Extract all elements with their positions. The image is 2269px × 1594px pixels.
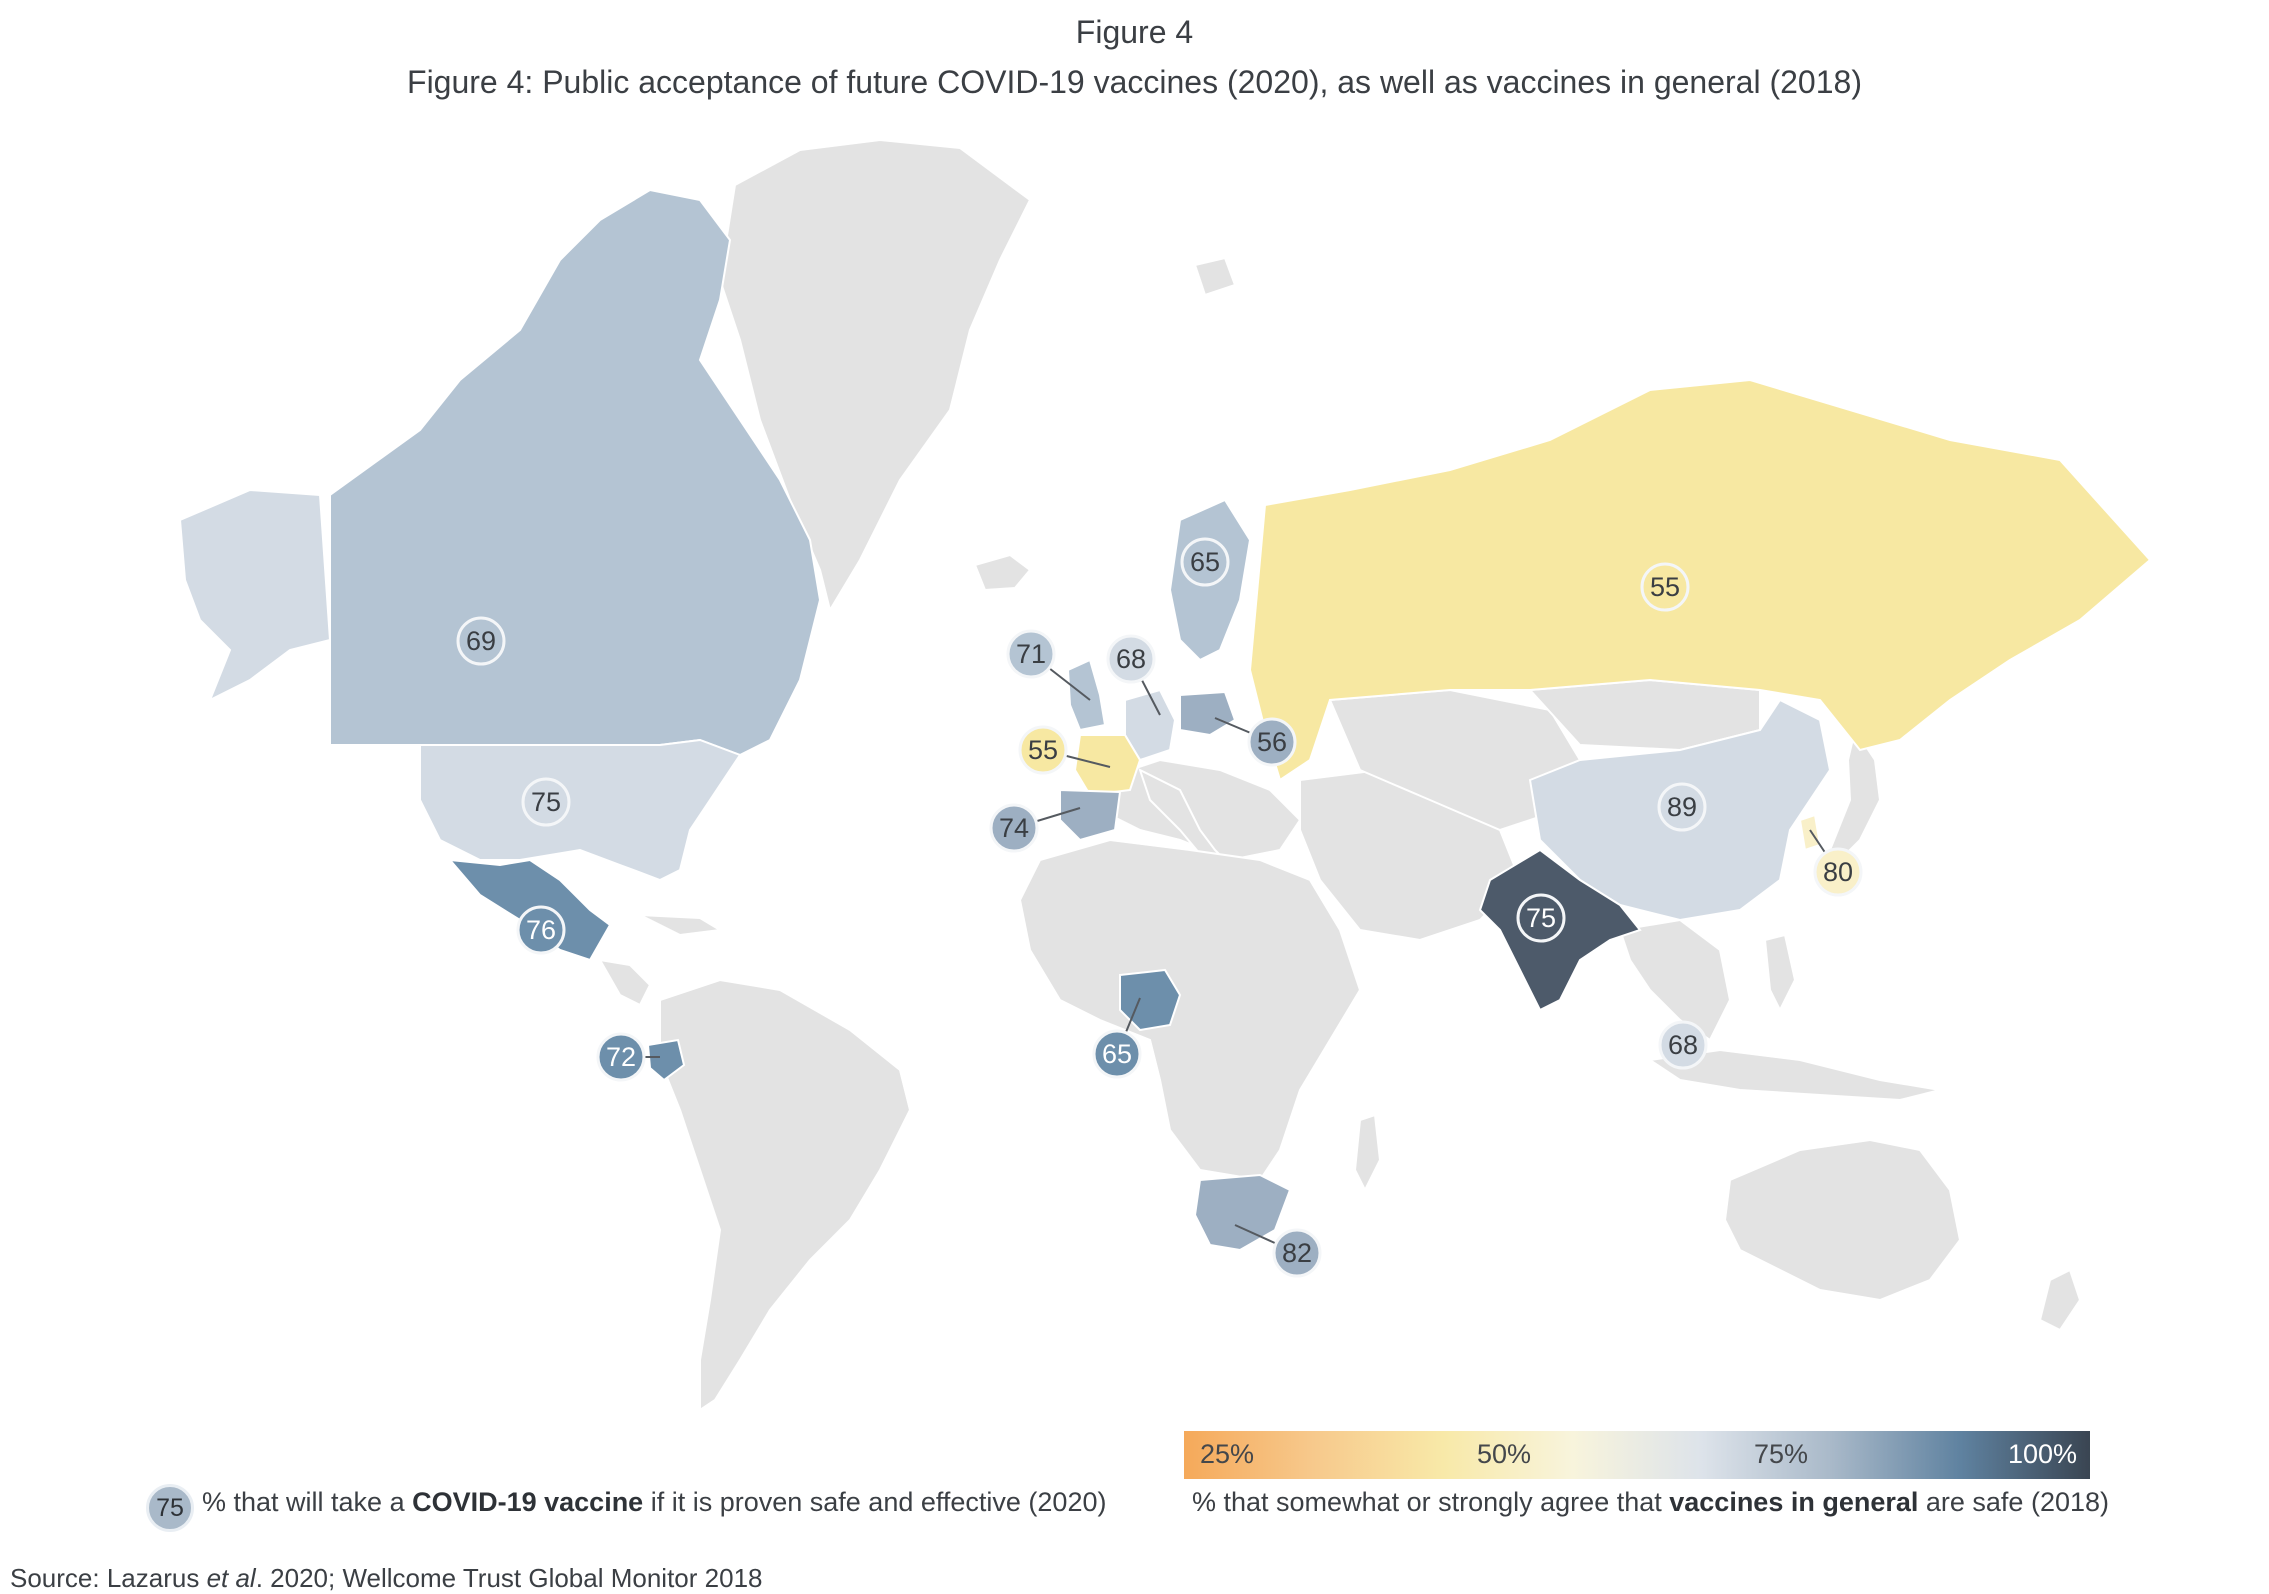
russia-bubble: 55 (1640, 562, 1690, 612)
singapore-value-label: 68 (1668, 1030, 1698, 1060)
united-kingdom-value-label: 71 (1016, 639, 1046, 669)
germany-bubble-circle (1106, 634, 1156, 684)
scale-tick-25: 25% (1200, 1439, 1255, 1469)
figure-title: Figure 4: Public acceptance of future CO… (407, 64, 1862, 100)
safety-color-scale (1184, 1431, 2090, 1479)
scale-tick-100: 100% (2008, 1439, 2078, 1469)
south-korea-shape (1798, 813, 1822, 852)
south-africa-bubble-circle (1272, 1228, 1322, 1278)
usa-shape (419, 738, 742, 882)
africa-shape (1018, 838, 1362, 1182)
south-korea-value-label: 80 (1823, 857, 1853, 887)
nigeria-shape (1119, 968, 1182, 1032)
germany-value-label: 68 (1116, 644, 1146, 674)
singapore-bubble: 68 (1658, 1020, 1708, 1070)
poland-value-label: 56 (1257, 727, 1287, 757)
france-value-label: 55 (1028, 735, 1058, 765)
south-africa-bubble: 82 (1272, 1228, 1322, 1278)
china-value-label: 89 (1667, 792, 1697, 822)
southeast-asia-shape (1618, 918, 1732, 1042)
sweden-bubble-circle (1180, 537, 1230, 587)
scale-tick-75: 75% (1754, 1439, 1809, 1469)
mexico-bubble-circle (516, 905, 566, 955)
mexico-bubble: 76 (516, 905, 566, 955)
figure-label: Figure 4 (1075, 14, 1194, 50)
poland-shape (1179, 690, 1237, 737)
scale-caption: % that somewhat or strongly agree that v… (1192, 1487, 2109, 1517)
iceland-shape (973, 553, 1032, 592)
india-value-label: 75 (1526, 903, 1556, 933)
no-data-landmasses (598, 138, 2082, 1412)
south-africa-value-label: 82 (1282, 1238, 1312, 1268)
united-states-bubble-circle (521, 777, 571, 827)
france-bubble: 55 (1018, 725, 1068, 775)
ecuador-bubble: 72 (596, 1032, 646, 1082)
nigeria-value-label: 65 (1102, 1039, 1132, 1069)
japan-shape (1828, 727, 1882, 862)
sweden-value-label: 65 (1190, 547, 1220, 577)
india-bubble: 75 (1516, 893, 1566, 943)
china-bubble: 89 (1657, 782, 1707, 832)
united-kingdom-bubble: 71 (1006, 629, 1056, 679)
nigeria-bubble-circle (1092, 1029, 1142, 1079)
united-states-bubble: 75 (521, 777, 571, 827)
philippines-shape (1763, 933, 1797, 1013)
legend-bubble-sample: 75 (146, 1484, 194, 1532)
poland-bubble-circle (1247, 717, 1297, 767)
russia-shape (1248, 378, 2152, 782)
france-shape (1073, 734, 1142, 797)
south-america-shape (659, 978, 912, 1412)
australia-shape (1723, 1138, 1962, 1302)
madagascar-shape (1353, 1113, 1382, 1193)
canada-bubble: 69 (456, 616, 506, 666)
uk-shape (1066, 658, 1107, 732)
poland-bubble: 56 (1247, 717, 1297, 767)
greenland-shape (718, 138, 1032, 613)
ecuador-shape (646, 1038, 686, 1082)
south-korea-bubble-circle (1813, 847, 1863, 897)
nigeria-bubble: 65 (1092, 1029, 1142, 1079)
indonesia-shape (1647, 1048, 1941, 1102)
canada-bubble-circle (456, 616, 506, 666)
caribbean-shape (639, 914, 723, 937)
alaska-shape (178, 488, 332, 703)
canada-value-label: 69 (466, 626, 496, 656)
source-note: Source: Lazarus et al. 2020; Wellcome Tr… (10, 1563, 763, 1593)
india-bubble-circle (1516, 893, 1566, 943)
singapore-bubble-circle (1658, 1020, 1708, 1070)
spain-bubble: 74 (989, 803, 1039, 853)
south-africa-shape (1193, 1173, 1292, 1252)
value-bubbles: 69 75 76 72 71 68 65 55 74 56 55 89 80 75 68 65 82 (456, 537, 1863, 1278)
united-states-value-label: 75 (531, 787, 561, 817)
south-korea-bubble: 80 (1813, 847, 1863, 897)
china-bubble-circle (1657, 782, 1707, 832)
ecuador-value-label: 72 (606, 1042, 636, 1072)
russia-value-label: 55 (1650, 572, 1680, 602)
central-america-shape (598, 958, 652, 1007)
united-kingdom-bubble-circle (1006, 629, 1056, 679)
russia-bubble-circle (1640, 562, 1690, 612)
ecuador-bubble-circle (596, 1032, 646, 1082)
france-bubble-circle (1018, 725, 1068, 775)
spain-value-label: 74 (999, 813, 1029, 843)
bubble-caption: % that will take a COVID-19 vaccine if i… (202, 1487, 1107, 1517)
germany-bubble: 68 (1106, 634, 1156, 684)
spain-shape (1059, 788, 1122, 842)
new-zealand-shape (2038, 1268, 2082, 1332)
sweden-bubble: 65 (1180, 537, 1230, 587)
mexico-value-label: 76 (526, 915, 556, 945)
svalbard-shape (1193, 256, 1237, 297)
spain-bubble-circle (989, 803, 1039, 853)
scale-tick-50: 50% (1477, 1439, 1532, 1469)
